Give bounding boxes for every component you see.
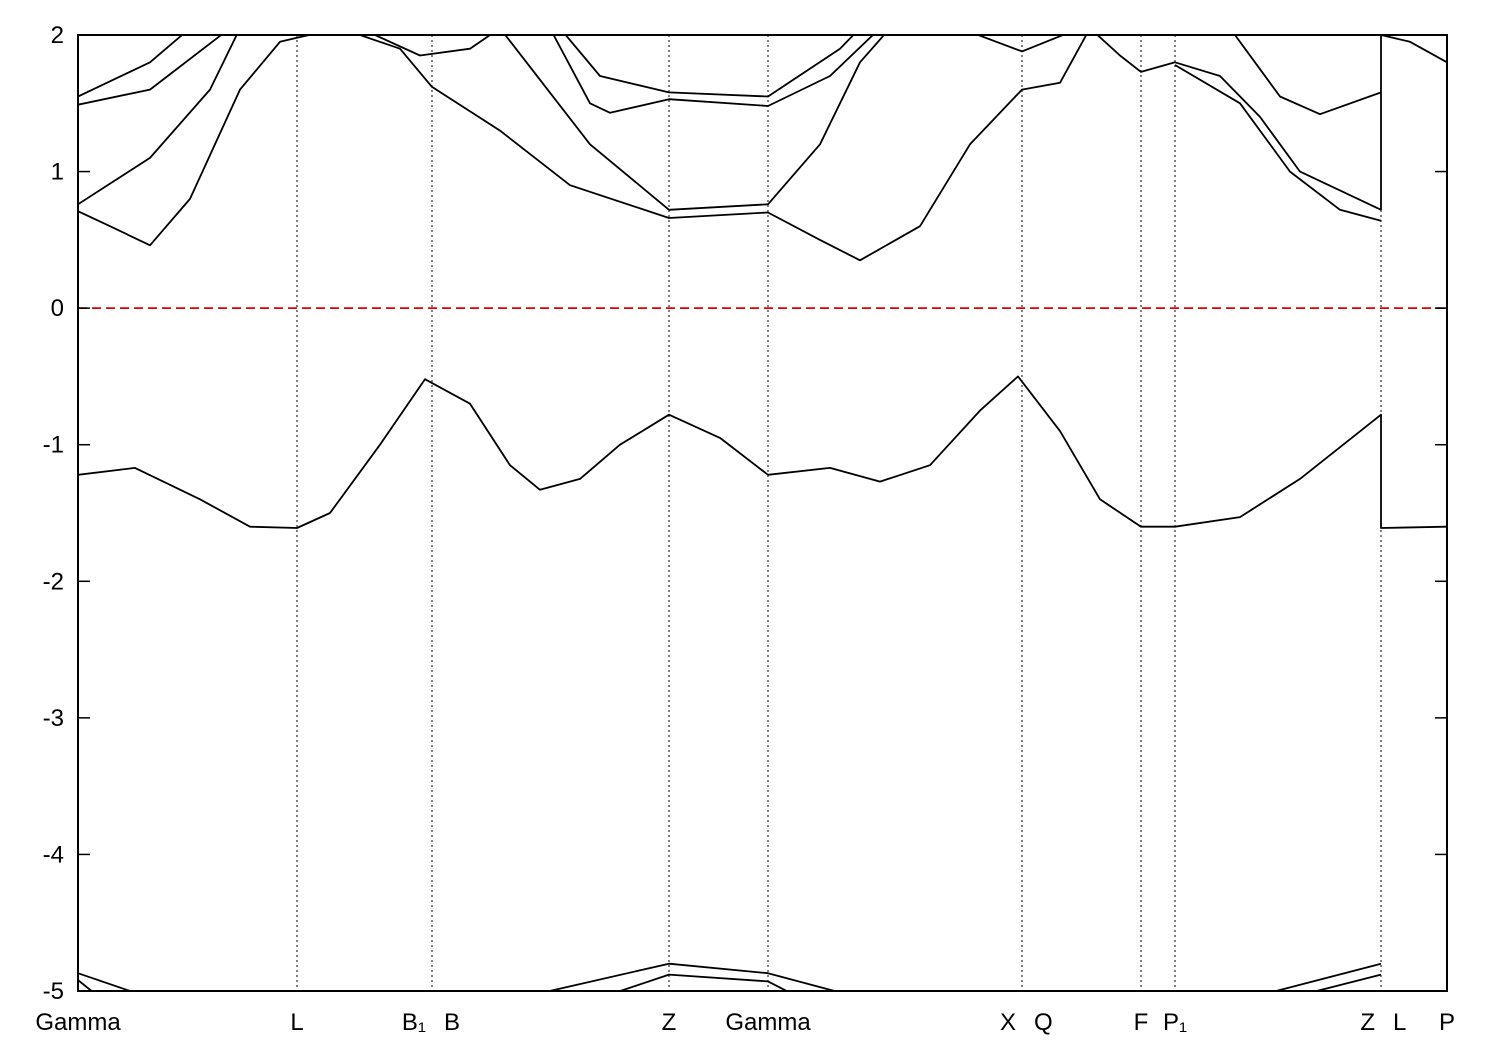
grid-layer [296,35,1382,991]
x-tick-label: X [1000,1009,1016,1036]
x-tick-label: Q [1034,1009,1053,1036]
y-tick-label: -1 [43,432,64,459]
y-tick-label: -2 [43,568,64,595]
band [78,35,1447,262]
y-tick-label: -3 [43,705,64,732]
x-tick-label: Z [662,1009,677,1036]
band [1174,64,1382,222]
x-tick-label: Z [1360,1009,1375,1036]
band [78,35,1382,116]
y-tick-label: 2 [51,22,64,49]
x-tick-label: P [1439,1009,1455,1036]
y-tick-label: -5 [43,978,64,1005]
y-tick-label: 1 [51,159,64,186]
x-tick-label: Gamma [35,1009,121,1036]
x-tick-label: F [1134,1009,1149,1036]
band [78,973,1382,991]
band [78,35,855,98]
x-tick-label: B₁ [402,1009,426,1036]
x-tick-label: B [444,1009,460,1036]
band [78,962,1382,991]
band [78,35,886,211]
band [78,375,1447,529]
plot-frame [77,34,1448,992]
data-layer [78,35,1447,991]
y-tick-label: -4 [43,841,64,868]
x-tick-label: L [290,1009,303,1036]
x-tick-label: P₁ [1163,1009,1187,1036]
y-tick-label: 0 [51,295,64,322]
x-tick-label: L [1393,1009,1406,1036]
x-tick-label: Gamma [725,1009,811,1036]
